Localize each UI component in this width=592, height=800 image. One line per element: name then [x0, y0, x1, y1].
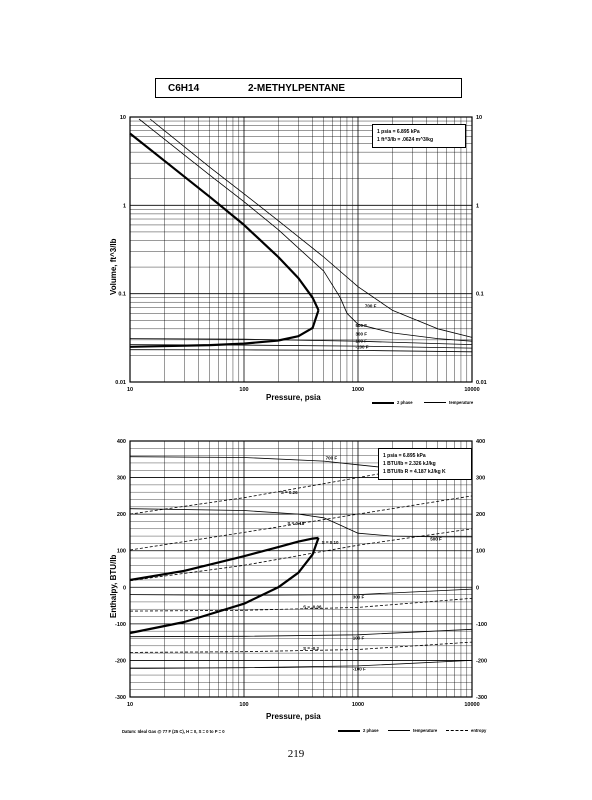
- y-tick-label-left: 100: [117, 549, 126, 555]
- key-label: temperature: [413, 728, 438, 733]
- y-tick-label-right: -200: [476, 658, 487, 664]
- series-label: S = 0.18: [287, 521, 304, 526]
- key-line: [388, 730, 410, 731]
- y-tick-label-left: -100: [115, 622, 126, 628]
- series-label: -100 F: [353, 667, 366, 672]
- series-label: 100 F: [353, 636, 365, 641]
- x-tick-label: 10: [127, 702, 133, 708]
- y-tick-label-right: 400: [476, 439, 485, 445]
- saturated-liquid: [129, 537, 320, 635]
- series-100-f: [129, 628, 473, 638]
- key-line: [446, 730, 468, 731]
- enthalpy-conversion-box: 1 psia = 6.895 kPa 1 BTU/lb = 2.326 kJ/k…: [378, 448, 472, 480]
- volume-key-temperature: temperature: [424, 400, 473, 405]
- y-tick-label-left: 0.01: [115, 380, 126, 386]
- series-100-f: [129, 344, 473, 349]
- series-label: S = 0.26: [281, 490, 298, 495]
- series-label: S = -0.06: [303, 604, 322, 609]
- y-tick-label-right: 10: [476, 115, 482, 121]
- y-tick-label-right: 0.01: [476, 380, 487, 386]
- series-label: 300 F: [355, 332, 367, 337]
- conversion-note: 1 psia = 6.895 kPa: [377, 129, 420, 135]
- series--100-f: [129, 660, 473, 669]
- series-s-0-06: [129, 597, 473, 612]
- y-tick-label-left: 10: [120, 115, 126, 121]
- y-tick-label-right: 300: [476, 476, 485, 482]
- y-tick-label-left: 0.1: [118, 292, 126, 298]
- y-tick-label-left: 200: [117, 512, 126, 518]
- enthalpy-x-axis-label: Pressure, psia: [266, 712, 321, 721]
- grid: [129, 117, 472, 383]
- x-tick-label: 10: [127, 387, 133, 393]
- series-700-f: [149, 118, 473, 338]
- key-label: 2 phase: [363, 728, 379, 733]
- series-s-0-10: [129, 528, 473, 582]
- series-label: 500 F: [355, 323, 367, 328]
- key-line: [372, 401, 394, 404]
- conversion-note: 1 psia = 6.895 kPa: [383, 453, 426, 459]
- enthalpy-key-2phase: 2 phase: [338, 728, 379, 733]
- series-s-0-18: [129, 495, 473, 551]
- y-tick-label-right: 1: [476, 203, 479, 209]
- series-s-0-2: [129, 641, 473, 653]
- x-tick-label: 10000: [464, 387, 479, 393]
- series-label: -100 F: [355, 344, 368, 349]
- y-tick-label-left: 0: [123, 585, 126, 591]
- series-label: S = -0.2: [303, 646, 319, 651]
- x-tick-label: 100: [239, 702, 248, 708]
- plot-frame: [129, 116, 473, 383]
- compound-name: 2-METHYLPENTANE: [248, 82, 346, 94]
- series-label: 500 F: [430, 536, 442, 541]
- series-300-f: [129, 588, 473, 596]
- conversion-note: 1 ft^3/lb = .0624 m^3/kg: [377, 137, 434, 143]
- saturated-liquid: [129, 309, 320, 348]
- key-label: temperature: [449, 400, 474, 405]
- volume-y-axis-label: Volume, ft^3/lb: [109, 238, 118, 295]
- x-tick-label: 10000: [464, 702, 479, 708]
- chart-title-box: C6H14 2-METHYLPENTANE: [155, 78, 462, 98]
- key-line: [424, 402, 446, 403]
- conversion-note: 1 BTU/lb = 2.326 kJ/kg: [383, 461, 436, 467]
- volume-x-axis-label: Pressure, psia: [266, 393, 321, 402]
- y-tick-label-left: -300: [115, 695, 126, 701]
- compound-formula: C6H14: [168, 82, 200, 94]
- enthalpy-key-entropy: entropy: [446, 728, 486, 733]
- key-line: [338, 729, 360, 732]
- saturated-vapor: [129, 132, 320, 311]
- y-tick-label-right: 0: [476, 585, 479, 591]
- y-tick-label-right: -100: [476, 622, 487, 628]
- y-tick-label-left: 300: [117, 476, 126, 482]
- datum-footnote: Datum: Ideal Gas @ 77 F (25 C), H = 0, S…: [122, 729, 225, 734]
- saturated-vapor: [129, 536, 319, 582]
- y-tick-label-right: 0.1: [476, 292, 484, 298]
- x-tick-label: 1000: [352, 702, 364, 708]
- x-tick-label: 1000: [352, 387, 364, 393]
- key-label: 2 phase: [397, 400, 413, 405]
- volume-conversion-box: 1 psia = 6.895 kPa 1 ft^3/lb = .0624 m^3…: [372, 124, 466, 148]
- y-tick-label-right: 100: [476, 549, 485, 555]
- series-500-f: [138, 118, 473, 342]
- series-300-f: [129, 338, 473, 345]
- series-label: 300 F: [353, 594, 365, 599]
- y-tick-label-right: 200: [476, 512, 485, 518]
- series--100-f: [129, 349, 473, 353]
- conversion-note: 1 BTU/lb R = 4.187 kJ/kg K: [383, 469, 446, 475]
- series-500-f: [129, 508, 472, 538]
- series-label: 100 F: [355, 339, 367, 344]
- x-tick-label: 100: [239, 387, 248, 393]
- enthalpy-y-axis-label: Enthalpy, BTU/lb: [109, 554, 118, 618]
- key-label: entropy: [471, 728, 487, 733]
- series-label: S = 0.10: [322, 540, 339, 545]
- series-label: 700 F: [326, 455, 338, 460]
- y-tick-label-left: 400: [117, 439, 126, 445]
- y-tick-label-left: -200: [115, 658, 126, 664]
- enthalpy-key-temperature: temperature: [388, 728, 437, 733]
- y-tick-label-left: 1: [123, 203, 126, 209]
- y-tick-label-right: -300: [476, 695, 487, 701]
- series-label: 700 F: [365, 303, 377, 308]
- page-number: 219: [287, 748, 305, 760]
- volume-key-2phase: 2 phase: [372, 400, 413, 405]
